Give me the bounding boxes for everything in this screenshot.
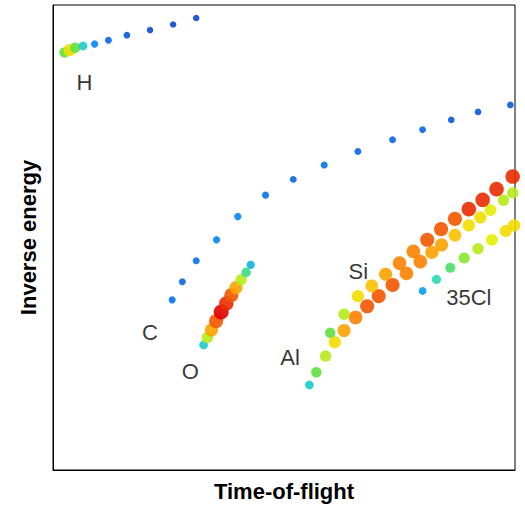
- svg-text:O: O: [182, 359, 199, 384]
- svg-text:35Cl: 35Cl: [446, 285, 491, 310]
- svg-text:Inverse energy: Inverse energy: [16, 159, 41, 315]
- svg-text:Si: Si: [349, 259, 369, 284]
- svg-text:H: H: [76, 70, 92, 95]
- svg-text:Time-of-flight: Time-of-flight: [214, 479, 355, 504]
- svg-text:Al: Al: [280, 345, 300, 370]
- svg-text:C: C: [142, 320, 158, 345]
